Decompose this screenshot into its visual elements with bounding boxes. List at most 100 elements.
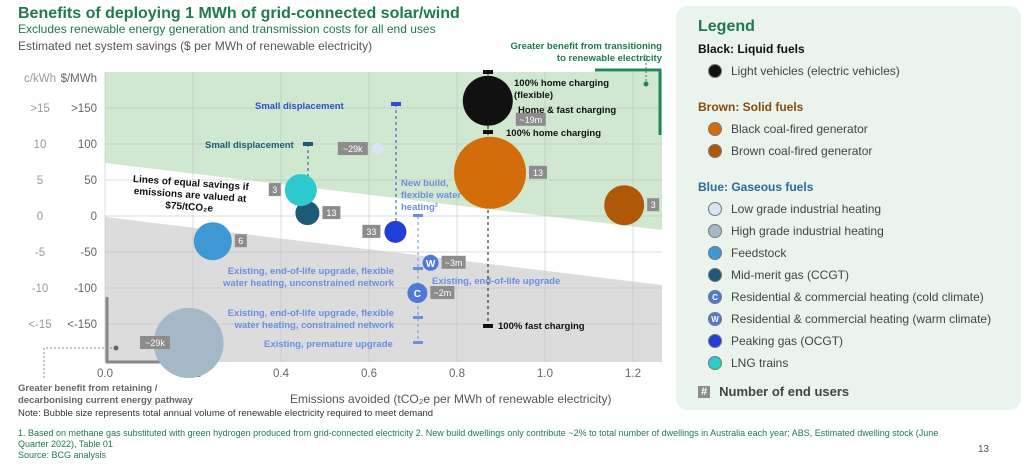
legend-group-title: Brown: Solid fuels — [698, 100, 804, 114]
annotation-retain: Greater benefit from retaining / decarbo… — [18, 383, 193, 406]
annotation-1: Home & fast charging — [518, 105, 616, 116]
legend-label: LNG trains — [731, 356, 789, 370]
y-tick-label-mwh: -50 — [80, 247, 97, 259]
y-tick-label-mwh: 0 — [91, 211, 97, 223]
legend-count-label: Number of end users — [719, 384, 850, 399]
count-badge — [140, 336, 170, 349]
annotation-10: Existing, premature upgrade — [264, 339, 393, 350]
annotation-2: 100% home charging — [506, 128, 601, 139]
bubble-chart: 0.00.20.40.60.81.01.2>15>1501010055000-5… — [24, 41, 663, 380]
count-label: ~29k — [145, 338, 165, 348]
legend-title: Legend — [698, 18, 755, 35]
bubble-note: Note: Bubble size represents total annua… — [18, 408, 434, 419]
count-label: ~2m — [434, 288, 452, 298]
annotation-8: Existing, end-of-life upgrade — [432, 276, 560, 287]
heating-marker — [413, 341, 423, 344]
heating-marker — [413, 316, 423, 319]
legend-label: Residential & commercial heating (cold c… — [731, 290, 984, 304]
count-badge — [441, 255, 466, 269]
count-badge — [430, 286, 455, 300]
legend-item: C Residential & commercial heating (cold … — [708, 290, 984, 304]
y-tick-label-mwh: 50 — [84, 175, 97, 187]
legend-swatch: C — [708, 290, 722, 304]
count-label: 13 — [533, 168, 543, 178]
legend-item: Mid-merit gas (CCGT) — [708, 268, 849, 282]
legend-item: Peaking gas (OCGT) — [708, 334, 843, 348]
annotation-4: Small displacement — [255, 101, 345, 112]
legend-swatch — [708, 268, 722, 282]
count-badge-icon: # — [698, 385, 711, 398]
y-tick-label-ckwh: 10 — [34, 139, 47, 151]
y-tick-label-ckwh: -5 — [35, 247, 45, 259]
footnote-1: 1. Based on methane gas substituted with… — [18, 428, 939, 438]
legend-label: Mid-merit gas (CCGT) — [731, 268, 850, 282]
legend-swatch — [708, 356, 722, 370]
legend-count: # Number of end users — [698, 384, 849, 399]
legend-item: High grade industrial heating — [708, 224, 884, 238]
x-tick-label: 1.2 — [625, 368, 641, 380]
count-label: ~29k — [343, 144, 363, 154]
legend-item: Light vehicles (electric vehicles) — [708, 64, 900, 78]
y-unit-ckwh: c/kWh — [24, 73, 56, 85]
x-axis-title: Emissions avoided (tCO₂e per MWh of rene… — [290, 392, 612, 406]
legend-swatch — [708, 246, 722, 260]
y-tick-label-ckwh: -10 — [32, 283, 49, 295]
source: Source: BCG analysis — [18, 450, 107, 460]
page-number: 13 — [978, 444, 990, 455]
y-tick-label-mwh: <-150 — [67, 319, 97, 331]
ocgt-marker — [391, 102, 401, 106]
bubble — [193, 222, 232, 261]
y-tick-label-ckwh: >15 — [30, 103, 50, 115]
bubble — [284, 174, 317, 207]
y-tick-label-mwh: -100 — [74, 283, 97, 295]
count-badge — [322, 206, 341, 220]
y-unit-mwh: $/MWh — [61, 73, 97, 85]
y-tick-label-ckwh: 5 — [37, 175, 43, 187]
retain-dot — [113, 345, 119, 351]
bubble-letter: C — [414, 289, 421, 300]
bubble — [371, 143, 384, 156]
count-badge — [362, 224, 381, 238]
chart-title: Benefits of deploying 1 MWh of grid-conn… — [18, 5, 460, 22]
x-tick-label: 1.0 — [537, 368, 553, 380]
legend-label: Black coal-fired generator — [731, 122, 868, 136]
bubble — [462, 75, 513, 126]
legend-swatch — [708, 144, 722, 158]
y-tick-label-ckwh: 0 — [37, 211, 43, 223]
chart-subtitle: Excludes renewable energy generation and… — [18, 22, 436, 36]
grey-region — [105, 217, 662, 362]
bubble — [295, 201, 320, 226]
count-label: 3 — [272, 185, 277, 195]
count-badge — [234, 234, 247, 248]
y-axis-title: Estimated net system savings ($ per MWh … — [18, 39, 373, 53]
legend-label: Feedstock — [731, 246, 787, 260]
count-badge — [337, 142, 368, 156]
annotation-9: Existing, end-of-life upgrade, flexible w… — [228, 308, 395, 331]
legend-swatch: W — [708, 312, 722, 326]
legend-item: Brown coal-fired generator — [708, 144, 872, 158]
y-tick-label-mwh: 100 — [78, 139, 97, 151]
bubble — [153, 308, 224, 378]
count-badge — [529, 165, 547, 179]
footnote-2: Quarter 2022), Table 01 — [18, 439, 113, 449]
legend-item: Low grade industrial heating — [708, 202, 881, 216]
retain-leader — [43, 347, 116, 380]
ev-marker — [483, 324, 493, 328]
legend-swatch — [708, 122, 722, 136]
legend-group-title: Black: Liquid fuels — [698, 42, 805, 56]
count-label: 6 — [238, 236, 243, 246]
bubble — [422, 254, 439, 271]
count-label: 3 — [651, 200, 656, 210]
heating-marker — [413, 267, 423, 270]
annotation-7: Existing, end-of-life upgrade, flexible w… — [222, 266, 395, 289]
annotation-transition: Greater benefit from transitioning to ren… — [511, 41, 663, 64]
heating-marker — [413, 214, 423, 217]
legend-item: LNG trains — [708, 356, 788, 370]
bubble-letter: W — [426, 259, 436, 270]
count-label: 33 — [366, 227, 376, 237]
legend-label: Light vehicles (electric vehicles) — [731, 64, 900, 78]
legend-label: High grade industrial heating — [731, 224, 884, 238]
legend-swatch — [708, 334, 722, 348]
legend-item: Feedstock — [708, 246, 786, 260]
legend-item: Black coal-fired generator — [708, 122, 868, 136]
